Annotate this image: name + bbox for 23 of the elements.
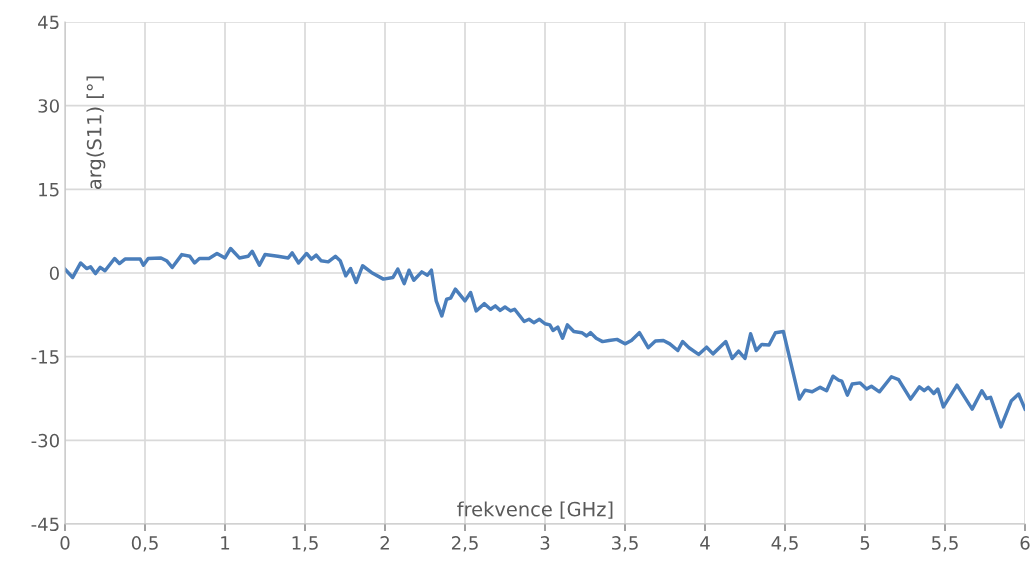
x-axis-title: frekvence [GHz] — [457, 501, 613, 519]
x-tick-label: 3 — [540, 536, 550, 550]
x-tick-label: 6 — [1020, 536, 1030, 550]
y-tick-label: -15 — [31, 350, 59, 364]
y-tick-label: -30 — [31, 433, 59, 448]
x-tick-label: 0,5 — [131, 536, 158, 552]
x-tick-label: 4,5 — [771, 536, 798, 552]
y-tick-label: 0 — [49, 266, 59, 281]
y-tick-label: 15 — [39, 183, 59, 197]
x-tick-label: 3,5 — [612, 536, 638, 552]
x-tick-label: 4 — [700, 536, 710, 550]
x-tick-label: 5,5 — [932, 536, 958, 552]
x-tick-label: 2 — [380, 536, 389, 550]
x-tick-label: 5 — [860, 536, 870, 550]
x-tick-label: 0 — [60, 536, 70, 550]
y-tick-label: 45 — [38, 15, 59, 30]
y-tick-label: -45 — [31, 517, 59, 532]
x-tick-label: 1 — [221, 536, 230, 550]
line-series — [65, 246, 1025, 429]
y-axis-title: arg(S11) [°] — [86, 76, 106, 189]
x-tick-label: 1,5 — [292, 536, 318, 552]
y-tick-label: 30 — [38, 99, 59, 113]
x-tick-label: 2,5 — [451, 536, 478, 552]
